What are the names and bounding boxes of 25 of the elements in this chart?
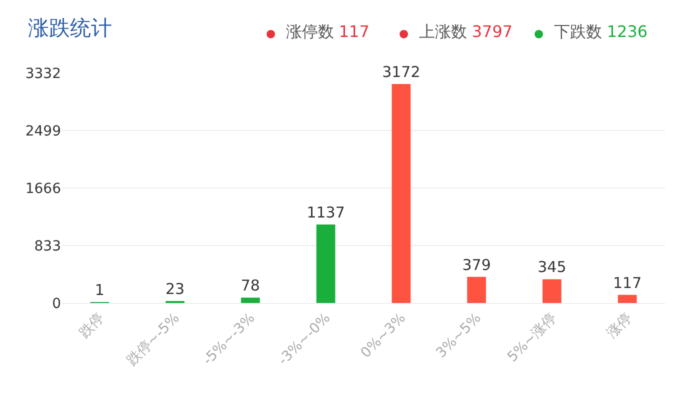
y-tick-label: 1666 — [25, 180, 62, 197]
x-tick-label: 涨停 — [604, 310, 636, 342]
data-label: 3172 — [382, 63, 420, 82]
chart-title: 涨跌统计 — [28, 16, 112, 40]
bar — [467, 276, 486, 303]
bar — [542, 279, 562, 303]
y-tick-label: 2499 — [25, 123, 61, 140]
bar — [618, 294, 637, 303]
data-label: 117 — [612, 274, 642, 292]
data-label: 1 — [94, 281, 104, 299]
data-label: 345 — [538, 258, 566, 276]
text: ● 涨停数 117 — [266, 22, 370, 41]
bar — [392, 84, 411, 303]
data-label: 23 — [166, 280, 185, 298]
y-tick-label: 833 — [34, 238, 61, 254]
bar — [241, 298, 260, 303]
y-tick-label: 3332 — [25, 66, 61, 82]
data-label: 78 — [240, 276, 260, 295]
bar — [316, 224, 336, 303]
y-tick-label: 0 — [52, 296, 61, 312]
data-label: 1137 — [306, 204, 345, 222]
text: ● 上涨数 3797 — [399, 22, 513, 41]
x-tick-label: 跌停 — [76, 310, 108, 342]
text: ● 下跌数 1236 — [534, 22, 648, 41]
data-label: 379 — [462, 256, 491, 274]
